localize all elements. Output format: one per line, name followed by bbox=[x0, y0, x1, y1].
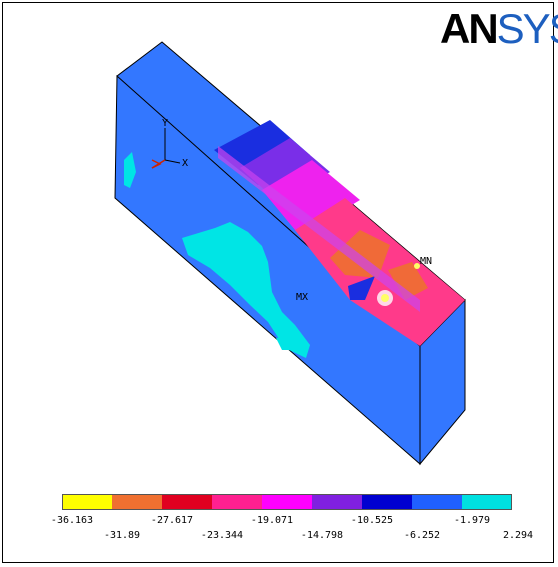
triad-marker bbox=[151, 159, 162, 169]
legend-tick-lower-5: 2.294 bbox=[502, 530, 534, 541]
contour-band-deep-blue bbox=[348, 276, 375, 300]
triad-x-label: X bbox=[182, 158, 188, 169]
legend-tick-upper-4: -10.525 bbox=[350, 515, 394, 526]
legend-band-8 bbox=[412, 494, 463, 510]
legend-tick-upper-3: -19.071 bbox=[250, 515, 294, 526]
legend-band-2 bbox=[112, 494, 163, 510]
contour-band-orange-2 bbox=[388, 262, 428, 300]
legend-tick-lower-1: -31.89 bbox=[103, 530, 141, 541]
legend-tick-upper-5: -1.979 bbox=[453, 515, 491, 526]
contour-band-magenta bbox=[262, 160, 360, 236]
legend-tick-lower-2: -23.344 bbox=[200, 530, 244, 541]
legend-band-4 bbox=[212, 494, 263, 510]
model-right-face bbox=[419, 298, 466, 466]
legend-band-5 bbox=[262, 494, 313, 510]
front-face-pink-strip bbox=[218, 146, 420, 312]
legend-tick-upper-2: -27.617 bbox=[150, 515, 194, 526]
cyan-region-small bbox=[276, 336, 296, 350]
cyan-region-center bbox=[182, 222, 310, 358]
legend-band-1 bbox=[62, 494, 113, 510]
ansys-logo: ANSYS bbox=[440, 8, 558, 50]
highlight-top bbox=[414, 263, 420, 269]
legend-band-9 bbox=[462, 494, 512, 510]
legend-tick-upper-1: -36.163 bbox=[50, 515, 94, 526]
triad-x-axis bbox=[164, 159, 181, 164]
triad-y-label: Y bbox=[162, 118, 168, 129]
highlight-core bbox=[381, 294, 389, 302]
cyan-region-left bbox=[124, 152, 136, 188]
legend-band-7 bbox=[362, 494, 413, 510]
mn-marker: MN bbox=[420, 256, 432, 267]
mx-marker: MX bbox=[296, 292, 308, 303]
legend-tick-lower-4: -6.252 bbox=[403, 530, 441, 541]
logo-part2: SYS bbox=[496, 5, 558, 52]
legend-band-3 bbox=[162, 494, 213, 510]
legend-border bbox=[62, 494, 512, 510]
legend-tick-lower-3: -14.798 bbox=[300, 530, 344, 541]
legend-band-6 bbox=[312, 494, 363, 510]
logo-part1: AN bbox=[440, 5, 499, 52]
contour-legend-bar bbox=[62, 494, 512, 510]
